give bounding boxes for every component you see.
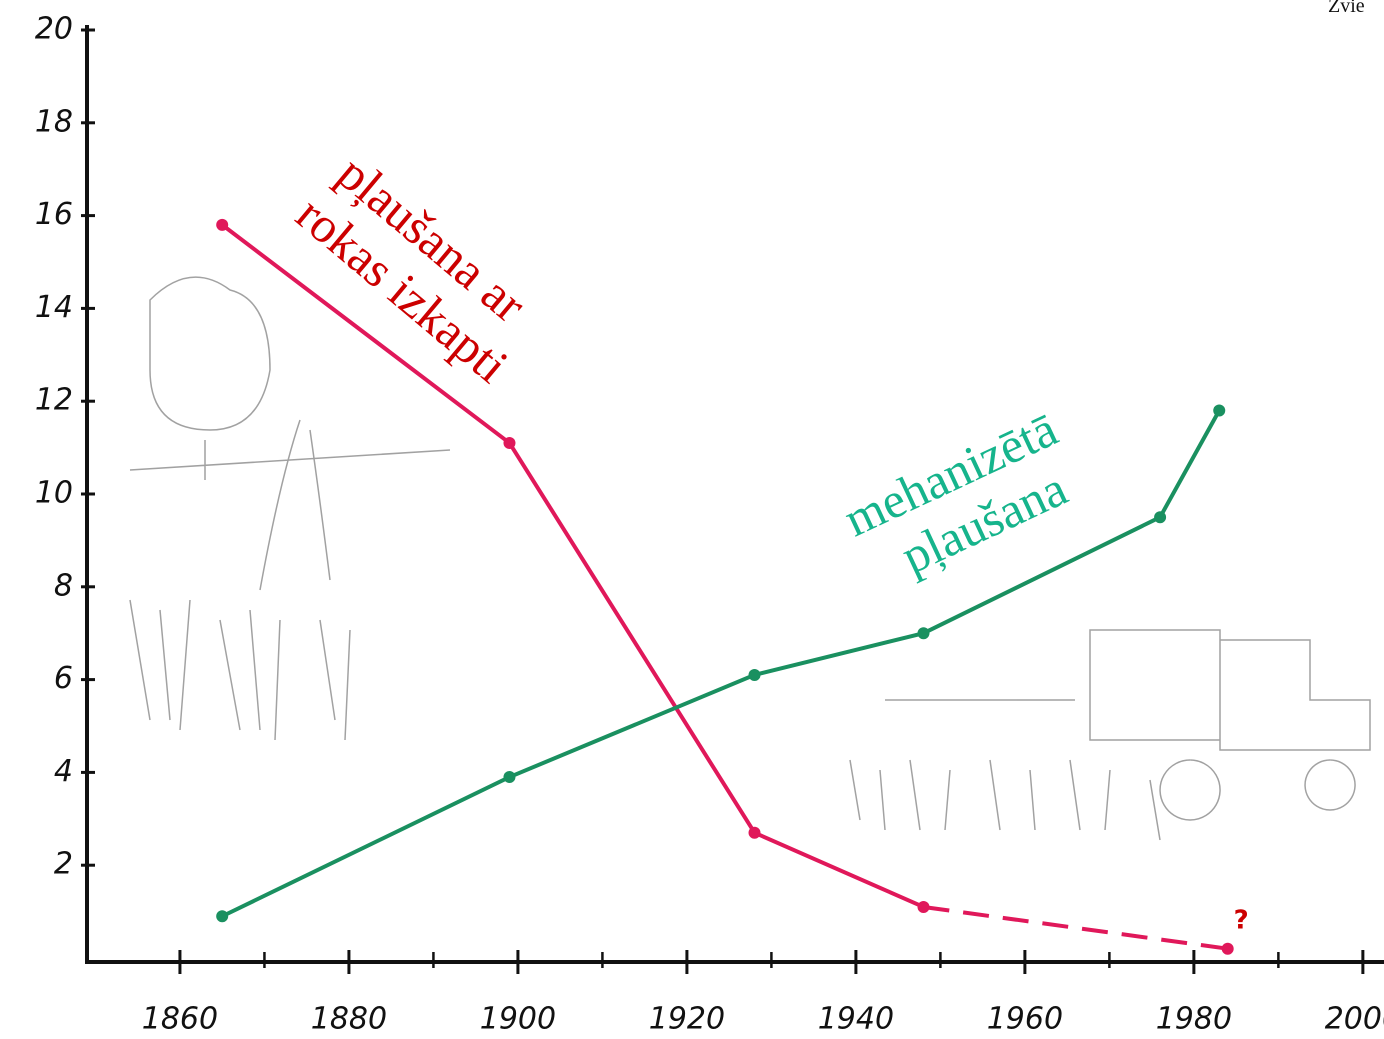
- line: [222, 225, 923, 907]
- y-tick-label: 6: [54, 661, 73, 696]
- y-tick-label: 16: [35, 197, 73, 232]
- x-tick-label: 1940: [818, 1002, 894, 1037]
- x-tick-label: 2000: [1325, 1002, 1384, 1037]
- line: [222, 410, 1219, 916]
- point: [216, 219, 228, 231]
- y-tick-label: 14: [35, 290, 73, 325]
- point: [749, 827, 761, 839]
- point: [1222, 943, 1234, 955]
- y-tick-label: 18: [35, 104, 73, 139]
- x-tick-label: 1960: [987, 1002, 1063, 1037]
- point: [749, 669, 761, 681]
- x-tick-label: 1920: [649, 1002, 725, 1037]
- y-tick-label: 10: [35, 476, 73, 511]
- line-dashed: [924, 907, 1228, 949]
- y-tick-label: 12: [35, 383, 73, 418]
- point: [918, 901, 930, 913]
- point: [1213, 404, 1225, 416]
- x-tick-label: 1880: [311, 1002, 387, 1037]
- y-tick-label: 4: [54, 754, 73, 789]
- point: [918, 627, 930, 639]
- y-tick-label: 2: [54, 847, 73, 882]
- y-tick-label: 8: [54, 568, 73, 603]
- point: [503, 771, 515, 783]
- annotation: Zvie: [1328, 0, 1365, 17]
- point: [503, 437, 515, 449]
- point: [1154, 511, 1166, 523]
- y-tick-label: 20: [35, 12, 73, 47]
- x-tick-label: 1980: [1156, 1002, 1232, 1037]
- sketch: [130, 277, 1370, 840]
- x-tick-label: 1900: [480, 1002, 556, 1037]
- x-tick-label: 1860: [142, 1002, 218, 1037]
- chart: Zvie 2 4 6 8 10 12 14 16 18 20 1860 1880 1900 1920 194…: [0, 0, 1384, 1039]
- page: Zvie 2 4 6 8 10 12 14 16 18 20 1860 1880 1900 1920 194…: [0, 0, 1384, 1039]
- annotation: ?: [1234, 906, 1249, 936]
- point: [216, 910, 228, 922]
